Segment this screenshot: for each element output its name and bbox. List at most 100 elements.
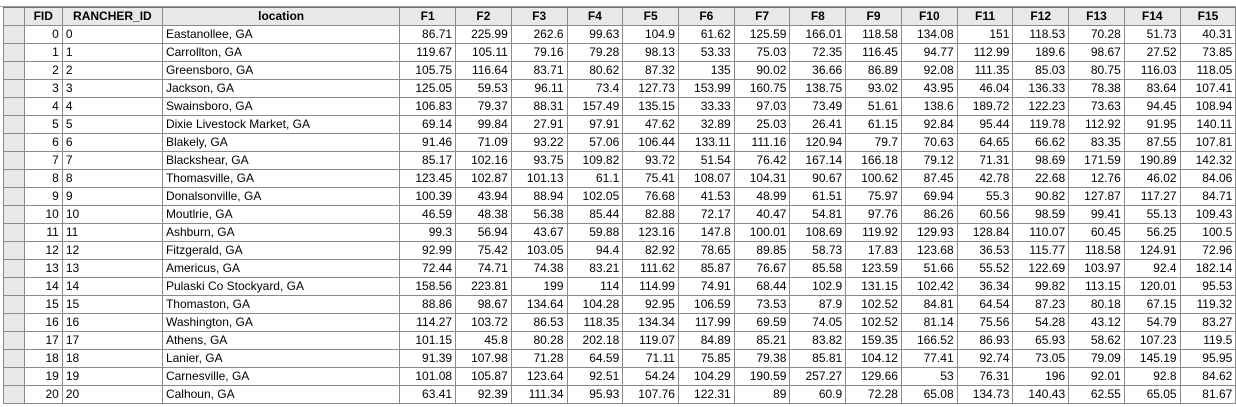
table-cell[interactable]: 101.13 xyxy=(510,169,568,188)
table-row[interactable]: 6 6 Blakely, GA 91.46 71.09 93.22 57.06 106.44 1… xyxy=(3,133,1236,152)
column-header-f14[interactable]: F14 xyxy=(1123,7,1181,26)
table-cell[interactable]: 9 xyxy=(61,187,163,206)
table-cell[interactable]: 125.59 xyxy=(733,25,791,44)
column-header-fid[interactable]: FID xyxy=(23,7,63,26)
table-cell[interactable]: 81.67 xyxy=(1179,385,1236,404)
table-cell[interactable]: 83.71 xyxy=(510,61,568,80)
table-cell[interactable]: 166.52 xyxy=(900,331,958,350)
table-cell[interactable]: 103.05 xyxy=(510,241,568,260)
table-cell[interactable]: 59.88 xyxy=(566,223,624,242)
table-cell[interactable]: 120.94 xyxy=(789,133,847,152)
table-cell[interactable]: 93.72 xyxy=(622,151,679,170)
table-cell[interactable]: 114.27 xyxy=(399,313,457,332)
column-header-f12[interactable]: F12 xyxy=(1012,7,1070,26)
table-cell[interactable]: 73.85 xyxy=(1179,43,1236,62)
table-cell[interactable]: 90.67 xyxy=(789,169,847,188)
column-header-f8[interactable]: F8 xyxy=(789,7,847,26)
row-selector[interactable] xyxy=(3,205,25,224)
table-cell[interactable]: 107.81 xyxy=(1179,133,1236,152)
table-cell[interactable]: 92.99 xyxy=(399,241,457,260)
column-header-f3[interactable]: F3 xyxy=(510,7,568,26)
table-cell[interactable]: 95.95 xyxy=(1179,349,1236,368)
row-selector[interactable] xyxy=(3,133,25,152)
table-cell[interactable]: 223.81 xyxy=(455,277,512,296)
table-row[interactable]: 13 13 Americus, GA 72.44 74.71 74.38 83.21 111.… xyxy=(3,259,1236,278)
table-cell[interactable]: 16 xyxy=(23,313,63,332)
table-cell[interactable]: 19 xyxy=(23,367,63,386)
table-row[interactable]: 14 14 Pulaski Co Stockyard, GA 158.56 223.81… xyxy=(3,277,1236,296)
table-row[interactable]: 12 12 Fitzgerald, GA 92.99 75.42 103.05 94.4 82… xyxy=(3,241,1236,260)
row-selector[interactable] xyxy=(3,313,25,332)
table-cell[interactable]: 107.98 xyxy=(455,349,512,368)
table-cell[interactable]: 98.69 xyxy=(1012,151,1070,170)
table-cell[interactable]: Washington, GA xyxy=(161,313,401,332)
table-cell[interactable]: 75.85 xyxy=(677,349,735,368)
table-cell[interactable]: 51.73 xyxy=(1123,25,1181,44)
table-cell[interactable]: 98.13 xyxy=(622,43,679,62)
table-cell[interactable]: 33.33 xyxy=(677,97,735,116)
table-cell[interactable]: 116.45 xyxy=(845,43,902,62)
table-cell[interactable]: 106.59 xyxy=(677,295,735,314)
table-cell[interactable]: 84.06 xyxy=(1179,169,1236,188)
table-cell[interactable]: 61.62 xyxy=(677,25,735,44)
table-cell[interactable]: 123.45 xyxy=(399,169,457,188)
table-cell[interactable]: 70.63 xyxy=(900,133,958,152)
table-cell[interactable]: 51.66 xyxy=(900,259,958,278)
row-selector[interactable] xyxy=(3,331,25,350)
table-cell[interactable]: 12 xyxy=(61,241,163,260)
table-cell[interactable]: 123.64 xyxy=(510,367,568,386)
table-cell[interactable]: 117.27 xyxy=(1123,187,1181,206)
table-cell[interactable]: 54.79 xyxy=(1123,313,1181,332)
table-cell[interactable]: 135.15 xyxy=(622,97,679,116)
table-cell[interactable]: 101.15 xyxy=(399,331,457,350)
table-cell[interactable]: 182.14 xyxy=(1179,259,1236,278)
table-cell[interactable]: 4 xyxy=(61,97,163,116)
table-cell[interactable]: 92.51 xyxy=(566,367,624,386)
table-cell[interactable]: 129.66 xyxy=(845,367,902,386)
table-cell[interactable]: 105.11 xyxy=(455,43,512,62)
table-cell[interactable]: 92.8 xyxy=(1123,367,1181,386)
table-cell[interactable]: 32.89 xyxy=(677,115,735,134)
table-cell[interactable]: 106.83 xyxy=(399,97,457,116)
table-row[interactable]: 16 16 Washington, GA 114.27 103.72 86.53 118.3… xyxy=(3,313,1236,332)
table-cell[interactable]: Ashburn, GA xyxy=(161,223,401,242)
table-cell[interactable]: 72.28 xyxy=(845,385,902,404)
table-cell[interactable]: 160.75 xyxy=(733,79,791,98)
table-cell[interactable]: 46.04 xyxy=(956,79,1014,98)
table-cell[interactable]: 123.16 xyxy=(622,223,679,242)
table-cell[interactable]: 65.08 xyxy=(900,385,958,404)
table-cell[interactable]: 11 xyxy=(23,223,63,242)
table-cell[interactable]: 118.35 xyxy=(566,313,624,332)
table-cell[interactable]: 107.23 xyxy=(1123,331,1181,350)
table-cell[interactable]: 20 xyxy=(61,385,163,404)
table-cell[interactable]: 36.53 xyxy=(956,241,1014,260)
table-cell[interactable]: 71.11 xyxy=(622,349,679,368)
table-cell[interactable]: 99.41 xyxy=(1068,205,1125,224)
table-cell[interactable]: 84.71 xyxy=(1179,187,1236,206)
row-selector[interactable] xyxy=(3,169,25,188)
table-cell[interactable]: 71.28 xyxy=(510,349,568,368)
table-cell[interactable]: 102.9 xyxy=(789,277,847,296)
table-cell[interactable]: 18 xyxy=(23,349,63,368)
table-cell[interactable]: 2 xyxy=(61,61,163,80)
table-cell[interactable]: 128.84 xyxy=(956,223,1014,242)
table-cell[interactable]: 79.12 xyxy=(900,151,958,170)
table-cell[interactable]: 90.02 xyxy=(733,61,791,80)
table-cell[interactable]: 26.41 xyxy=(789,115,847,134)
table-cell[interactable]: 151 xyxy=(956,25,1014,44)
table-cell[interactable]: 196 xyxy=(1012,367,1070,386)
table-cell[interactable]: 105.87 xyxy=(455,367,512,386)
table-cell[interactable]: 67.15 xyxy=(1123,295,1181,314)
table-cell[interactable]: 75.97 xyxy=(845,187,902,206)
table-cell[interactable]: 124.91 xyxy=(1123,241,1181,260)
table-cell[interactable]: 84.62 xyxy=(1179,367,1236,386)
table-cell[interactable]: 94.45 xyxy=(1123,97,1181,116)
table-cell[interactable]: 98.67 xyxy=(1068,43,1125,62)
table-cell[interactable]: 74.71 xyxy=(455,259,512,278)
table-cell[interactable]: 83.27 xyxy=(1179,313,1236,332)
table-cell[interactable]: 138.75 xyxy=(789,79,847,98)
table-cell[interactable]: 3 xyxy=(23,79,63,98)
table-cell[interactable]: Pulaski Co Stockyard, GA xyxy=(161,277,401,296)
table-cell[interactable]: Americus, GA xyxy=(161,259,401,278)
table-row[interactable]: 5 5 Dixie Livestock Market, GA 69.14 99.84 27… xyxy=(3,115,1236,134)
